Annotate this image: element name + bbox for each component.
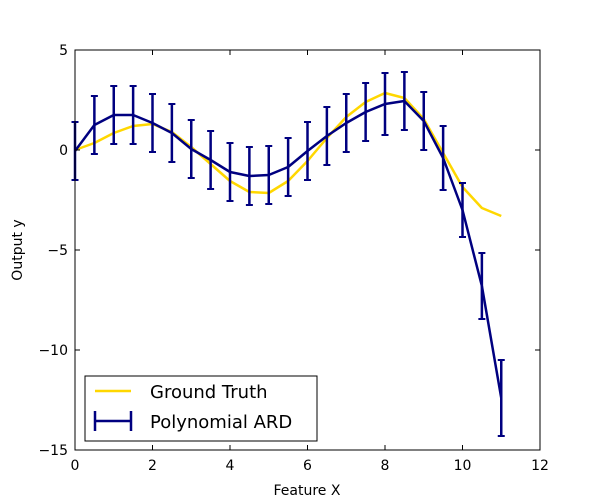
series-line-polynomial-ard: [73, 99, 503, 399]
x-tick-label: 2: [148, 458, 157, 474]
x-tick-label: 6: [303, 458, 312, 474]
y-tick-label: −10: [38, 343, 68, 359]
y-tick-label: 0: [59, 143, 68, 159]
x-tick-label: 8: [381, 458, 390, 474]
x-tick-label: 10: [454, 458, 472, 474]
x-axis-label: Feature X: [274, 483, 341, 499]
x-tick-label: 0: [71, 458, 80, 474]
y-tick-label: 5: [59, 43, 68, 59]
legend: Ground Truth Polynomial ARD: [84, 375, 318, 442]
legend-box: [84, 375, 318, 442]
x-tick-label: 12: [531, 458, 549, 474]
legend-label-polynomial-ard: Polynomial ARD: [150, 412, 292, 433]
y-tick-label: −5: [47, 243, 68, 259]
series-polynomial-ard: [71, 71, 505, 437]
legend-swatch-polynomial-ard: [93, 411, 133, 431]
y-tick-label: −15: [38, 443, 68, 459]
y-axis-label: Output y: [10, 219, 26, 280]
legend-label-ground-truth: Ground Truth: [150, 382, 268, 403]
series-layer: [71, 71, 505, 437]
tick-layer: 0 2 4 6 8 10 12 5 0 −5 −10 −15: [38, 43, 548, 474]
x-tick-label: 4: [226, 458, 235, 474]
